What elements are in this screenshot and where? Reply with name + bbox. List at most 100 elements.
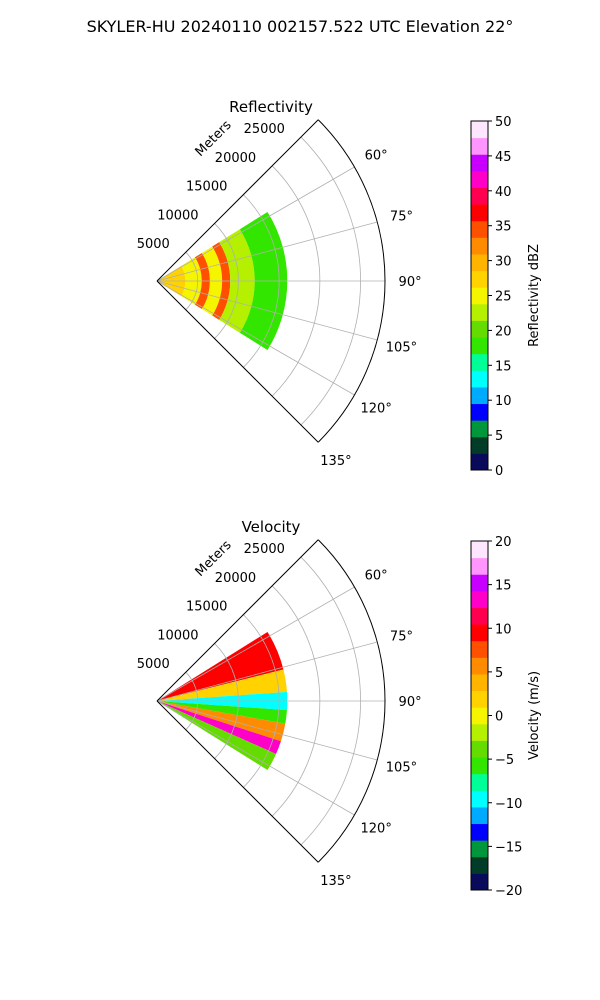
data-sector — [157, 631, 284, 701]
spine-arc — [317, 119, 386, 443]
spine-end — [156, 700, 319, 863]
colorbar-segment — [471, 386, 488, 405]
spine-arc — [317, 539, 386, 863]
colorbar-tick-label: −5 — [495, 753, 514, 768]
spine-end — [156, 280, 319, 443]
colorbar-segment — [471, 840, 488, 858]
colorbar-segment — [471, 453, 488, 471]
grid-spoke — [156, 280, 378, 341]
colorbar-segment — [471, 220, 488, 238]
colorbar-segment — [471, 624, 488, 642]
data-sector — [157, 701, 281, 754]
colorbar-segment — [471, 121, 488, 139]
grid-spoke — [156, 280, 355, 396]
colorbar-label: Velocity (m/s) — [527, 671, 542, 760]
data-sector — [157, 701, 286, 742]
colorbar-segment — [471, 137, 488, 155]
colorbar-segment — [471, 574, 488, 592]
data-band — [212, 242, 231, 320]
colorbar-segment — [471, 303, 488, 321]
colorbar-tick-label: 0 — [495, 710, 503, 725]
colorbar-segment — [471, 370, 488, 388]
radial-tick-label: 20000 — [215, 571, 256, 586]
spine-start — [156, 539, 319, 702]
angle-tick-label: 90° — [399, 275, 422, 290]
colorbar-segment — [471, 204, 488, 222]
angle-tick-label: 75° — [390, 209, 413, 224]
colorbar-tick-label: 10 — [495, 394, 512, 409]
colorbar-tick-label: 35 — [495, 220, 512, 235]
colorbar-tick-label: 15 — [495, 359, 512, 374]
colorbar-segment — [471, 353, 488, 371]
colorbar-tick-label: 25 — [495, 290, 512, 305]
angle-tick-label: 120° — [361, 402, 392, 417]
colorbar-tick-label: 40 — [495, 185, 512, 200]
grid-spoke — [156, 641, 378, 702]
colorbar: 0 5 10 15 20 25 30 35 40 45 50 Reflectivity dBZ — [470, 115, 542, 479]
panel-title: Reflectivity — [229, 98, 313, 116]
angle-tick-label: 135° — [320, 874, 351, 889]
radial-tick-label: 25000 — [244, 542, 285, 557]
colorbar-segment — [471, 420, 488, 438]
panel-reflectivity: Reflectivity500010000150002000025000Mete… — [137, 98, 542, 479]
colorbar-segment — [471, 657, 488, 675]
colorbar-segment — [471, 856, 488, 874]
angle-tick-label: 60° — [365, 148, 388, 163]
radial-tick-label: 20000 — [215, 151, 256, 166]
colorbar-tick-label: −20 — [495, 884, 522, 899]
angle-tick-label: 120° — [361, 822, 392, 837]
colorbar-tick-label: 15 — [495, 579, 512, 594]
angle-tick-label: 90° — [399, 695, 422, 710]
colorbar-segment — [471, 740, 488, 758]
colorbar-segment — [471, 673, 488, 692]
colorbar-segment — [471, 707, 488, 725]
colorbar-segment — [471, 237, 488, 255]
angle-tick-label: 105° — [386, 341, 417, 356]
angle-tick-label: 60° — [365, 568, 388, 583]
spine-start — [156, 119, 319, 282]
colorbar-segment — [471, 436, 488, 454]
colorbar-segment — [471, 790, 488, 808]
panel-title: Velocity — [242, 518, 301, 536]
radial-tick-label: 10000 — [157, 628, 198, 643]
data-sector — [157, 701, 287, 724]
grid-spoke — [156, 586, 355, 702]
colorbar-segment — [471, 806, 488, 825]
colorbar-tick-label: 5 — [495, 666, 503, 681]
colorbar-segment — [471, 154, 488, 172]
colorbar-segment — [471, 640, 488, 658]
grid-spoke — [156, 700, 355, 816]
colorbar-segment — [471, 723, 488, 741]
colorbar-segment — [471, 320, 488, 338]
colorbar-segment — [471, 253, 488, 272]
radial-tick-label: 15000 — [186, 180, 227, 195]
radial-tick-label: 25000 — [244, 122, 285, 137]
colorbar-tick-label: 20 — [495, 535, 512, 550]
colorbar-segment — [471, 187, 488, 205]
colorbar-segment — [471, 170, 488, 188]
colorbar-tick-label: 50 — [495, 115, 512, 130]
figure-title: SKYLER-HU 20240110 002157.522 UTC Elevat… — [87, 17, 514, 36]
radial-tick-label: 5000 — [137, 237, 170, 252]
grid-spoke — [156, 221, 378, 282]
colorbar-segment — [471, 873, 488, 891]
colorbar-segment — [471, 590, 488, 608]
angle-tick-label: 135° — [320, 454, 351, 469]
colorbar-segment — [471, 823, 488, 841]
colorbar-tick-label: 20 — [495, 324, 512, 339]
grid-spoke — [156, 700, 378, 761]
colorbar-segment — [471, 287, 488, 305]
angle-tick-label: 75° — [390, 629, 413, 644]
colorbar-segment — [471, 337, 488, 355]
radial-tick-label: 15000 — [186, 600, 227, 615]
colorbar: −20 −15 −10 −5 0 5 10 15 20 Velocity (m/s) — [470, 535, 542, 899]
colorbar-tick-label: 10 — [495, 622, 512, 637]
colorbar-segment — [471, 607, 488, 625]
angle-tick-label: 105° — [386, 761, 417, 776]
colorbar-tick-label: 5 — [495, 429, 503, 444]
panels-layer: Reflectivity500010000150002000025000Mete… — [137, 98, 542, 899]
colorbar-segment — [471, 773, 488, 791]
data-sector — [157, 669, 287, 701]
